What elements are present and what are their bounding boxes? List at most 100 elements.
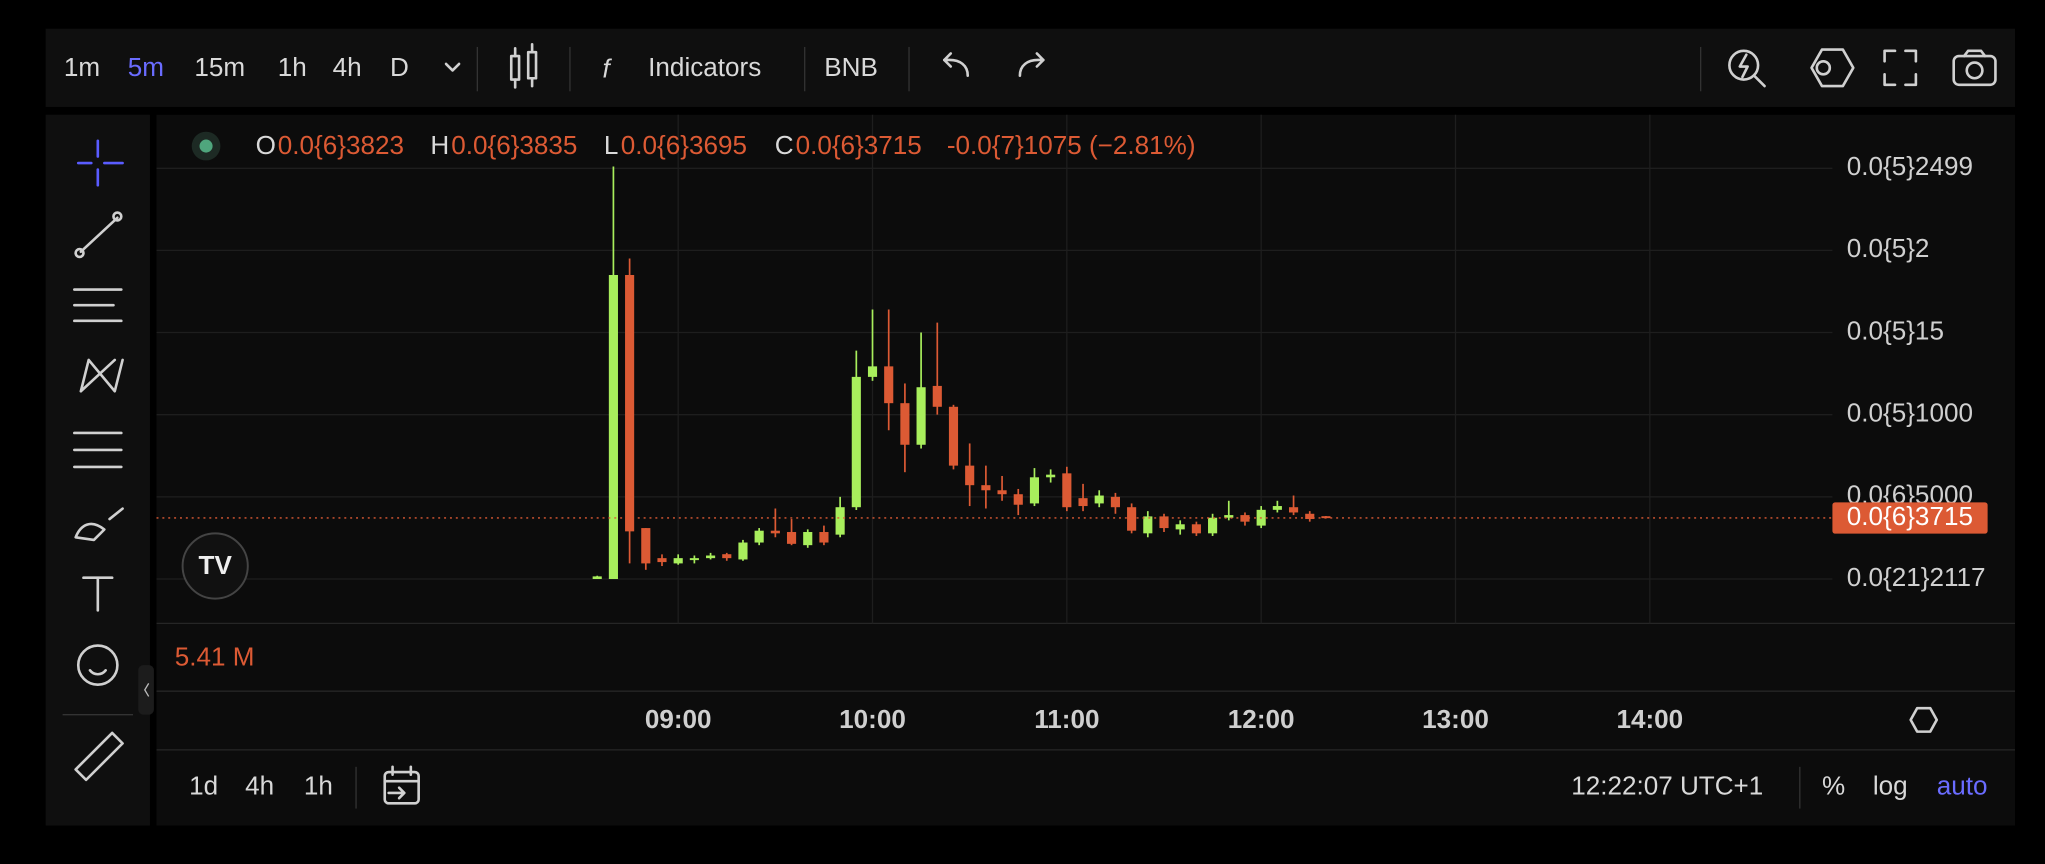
- top-toolbar: [45, 28, 2016, 107]
- candle-body: [1013, 494, 1023, 505]
- x-tick-label: 13:00: [1422, 704, 1489, 734]
- settings-button-dot: [1815, 59, 1832, 76]
- projection-tool[interactable]: [73, 431, 123, 469]
- emoji-tool[interactable]: [76, 644, 119, 686]
- candle-body: [884, 366, 894, 404]
- candle-body: [592, 576, 602, 580]
- y-tick-label: 0.0{5}15: [1847, 315, 1944, 345]
- legend-value: 0.0{6}3715: [796, 130, 922, 160]
- y-tick-label: 0.0{5}2: [1847, 233, 1930, 263]
- candle-body: [851, 376, 861, 508]
- candles: 0.0{6}3715: [156, 166, 1988, 580]
- candle-body: [1240, 515, 1250, 522]
- x-tick-label: 12:00: [1228, 704, 1295, 734]
- interval-dropdown[interactable]: [444, 62, 461, 72]
- crosshair-tool[interactable]: [76, 139, 124, 187]
- bottom-bar: 1d 4h 1h: [189, 771, 333, 801]
- screenshot-button[interactable]: [1952, 49, 1997, 87]
- candle-body: [641, 528, 651, 564]
- candle-body: [738, 542, 748, 560]
- interval-group: 1m 5m 15m 1h 4h D: [64, 52, 409, 82]
- status-dot: [199, 139, 213, 153]
- candle-body: [948, 406, 959, 466]
- range-button[interactable]: 4h: [245, 771, 274, 801]
- interval-button[interactable]: 5m: [128, 52, 164, 82]
- candle-body: [608, 274, 618, 580]
- legend-value: 0.0{6}3823: [278, 130, 404, 160]
- interval-button[interactable]: 15m: [194, 52, 245, 82]
- logo[interactable]: [181, 532, 249, 600]
- grid: 09:00 10:00 11:00 12:00 13:00 14:00 0.0{21}211…: [156, 114, 1986, 734]
- candle-body: [1078, 498, 1088, 507]
- candle-body: [1143, 516, 1153, 534]
- candle-body: [1159, 516, 1169, 529]
- x-tick-label: 11:00: [1034, 704, 1099, 734]
- ohlc-legend: O 0.0{6}3823 H 0.0{6}3835 L 0.0{6}3695 C…: [256, 130, 1196, 160]
- candle-body: [965, 465, 975, 486]
- candle-body: [689, 558, 699, 561]
- candle-body: [1321, 516, 1331, 519]
- candle-body: [1208, 517, 1218, 534]
- indicators-icon[interactable]: f: [603, 53, 613, 83]
- drawing-tools: [73, 139, 124, 782]
- candle-body: [1175, 524, 1185, 530]
- y-tick-label: 0.0{21}2117: [1847, 562, 1986, 592]
- candle-body: [1029, 477, 1040, 504]
- log-toggle[interactable]: log: [1873, 771, 1908, 801]
- interval-button[interactable]: D: [390, 52, 409, 82]
- alert-button[interactable]: [1728, 49, 1766, 88]
- collapse-toolbar[interactable]: [138, 665, 154, 715]
- range-button[interactable]: 1h: [304, 771, 333, 801]
- candle-body: [1046, 474, 1056, 478]
- brush-tool[interactable]: [74, 507, 124, 542]
- chart-type-button[interactable]: [509, 43, 538, 89]
- symbol-button[interactable]: BNB: [824, 52, 878, 82]
- candle-body: [900, 403, 910, 445]
- candle-body: [1094, 495, 1104, 504]
- candle-body: [835, 507, 845, 535]
- interval-button[interactable]: 1h: [278, 52, 307, 82]
- candle-body: [722, 554, 732, 559]
- candle-body: [867, 366, 878, 377]
- interval-button[interactable]: 1m: [64, 52, 100, 82]
- trend-line-tool[interactable]: [79, 216, 119, 254]
- clock: 12:22:07 UTC+1: [1571, 771, 1763, 801]
- legend-value: 0.0{6}3695: [621, 130, 747, 160]
- x-tick-label: 10:00: [839, 704, 906, 734]
- last-price-badge: [1832, 502, 1988, 534]
- redo-button[interactable]: [1018, 52, 1045, 77]
- legend-label: C: [775, 130, 794, 160]
- axis-settings[interactable]: [1909, 706, 1939, 733]
- legend-value: 0.0{6}3835: [451, 130, 577, 160]
- x-tick-label: 14:00: [1616, 704, 1683, 734]
- candle-body: [1191, 524, 1201, 534]
- legend-label: O: [256, 130, 276, 160]
- left-toolbar: [45, 114, 150, 826]
- candle-body: [770, 530, 780, 534]
- candle-body: [625, 274, 635, 532]
- ruler-tool[interactable]: [74, 731, 124, 782]
- text-tool[interactable]: [82, 576, 114, 612]
- percent-toggle[interactable]: %: [1822, 771, 1845, 801]
- goto-date-button[interactable]: [383, 765, 420, 805]
- candle-body: [916, 387, 926, 445]
- candle-body: [1305, 513, 1315, 520]
- candle-body: [1288, 507, 1299, 513]
- pattern-tool[interactable]: [79, 358, 124, 393]
- chart-pane: [156, 114, 2016, 826]
- fib-tool[interactable]: [73, 288, 123, 323]
- legend-label: H: [430, 130, 449, 160]
- candle-body: [1127, 507, 1137, 531]
- undo-button[interactable]: [942, 52, 970, 77]
- settings-button[interactable]: [1810, 48, 1855, 88]
- legend-label: L: [604, 130, 619, 160]
- candle-body: [1272, 506, 1282, 510]
- range-button[interactable]: 1d: [189, 771, 218, 801]
- candle-body: [1110, 496, 1120, 508]
- interval-button[interactable]: 4h: [333, 52, 362, 82]
- fullscreen-button[interactable]: [1883, 49, 1918, 87]
- auto-toggle[interactable]: auto: [1937, 771, 1988, 801]
- indicators-button[interactable]: Indicators: [648, 52, 761, 82]
- candle-body: [1062, 473, 1072, 508]
